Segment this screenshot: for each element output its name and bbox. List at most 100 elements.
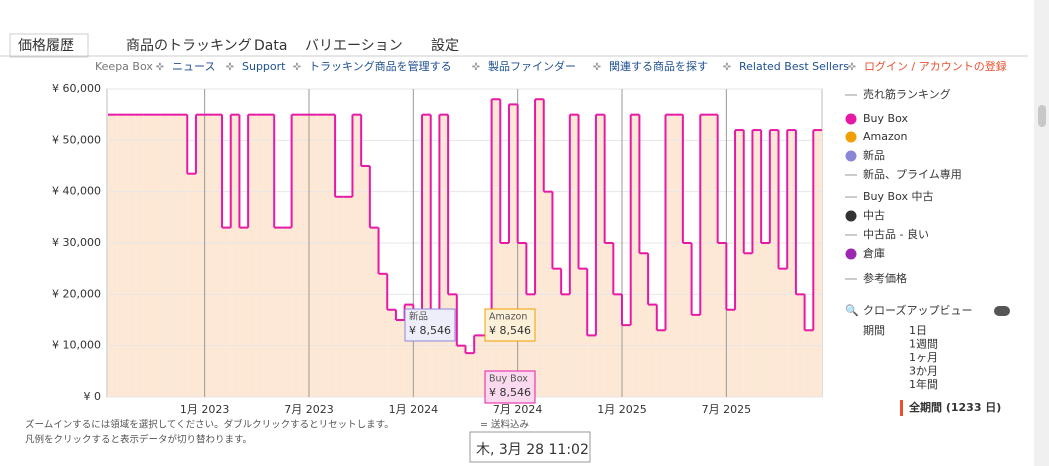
period-option[interactable]: 1年間: [909, 377, 938, 391]
period-option[interactable]: 全期間 (1233 日): [908, 400, 1001, 414]
area-segment: [413, 325, 423, 397]
area-segment: [639, 253, 649, 397]
tab[interactable]: 価格履歴: [18, 38, 74, 54]
area-segment: [161, 114, 170, 398]
legend-label[interactable]: Amazon: [863, 130, 907, 143]
price-tooltip-label: 新品: [409, 311, 428, 323]
area-segment: [813, 130, 822, 398]
nav-link[interactable]: トラッキング商品を管理する: [309, 59, 452, 73]
nav-separator: ✜: [848, 62, 856, 73]
closeup-toggle[interactable]: [994, 306, 1010, 316]
area-segment: [552, 268, 562, 397]
legend-dot: [845, 150, 857, 162]
period-option[interactable]: 1日: [909, 324, 927, 337]
x-tick-label: 7月 2025: [702, 403, 752, 416]
legend-label[interactable]: 倉庫: [863, 246, 885, 260]
nav-link[interactable]: ニュース: [172, 60, 215, 73]
area-segment: [126, 114, 136, 398]
nav-link[interactable]: ログイン / アカウントの登録: [864, 59, 1007, 73]
active-tab-box: [9, 33, 89, 58]
nav-link[interactable]: Related Best Sellers: [739, 60, 849, 73]
y-tick-label: ¥ 30,000: [52, 236, 101, 249]
nav-link[interactable]: Keepa Box: [95, 60, 153, 73]
area-segment: [395, 320, 405, 397]
legend-label[interactable]: Buy Box: [863, 112, 908, 125]
nav-link[interactable]: 製品ファインダー: [488, 59, 576, 73]
nav-link[interactable]: 関連する商品を探す: [609, 59, 708, 73]
period-label: 期間: [863, 324, 885, 337]
legend-dot: [845, 113, 857, 125]
scrollbar: [1034, 0, 1049, 466]
area-segment: [778, 268, 788, 397]
price-tooltip-value: ¥ 8,546: [489, 386, 531, 399]
area-segment: [213, 114, 223, 398]
price-tooltip-box: [484, 308, 536, 342]
date-tooltip: 木, 3月 28 11:02: [476, 442, 589, 458]
legend-label[interactable]: 参考価格: [863, 271, 907, 285]
x-tick-label: 1月 2025: [597, 403, 647, 416]
area-segment: [717, 243, 727, 397]
area-segment: [369, 227, 379, 397]
legend-label[interactable]: Buy Box 中古: [863, 190, 933, 203]
period-active-bar: [900, 400, 903, 416]
area-segment: [152, 114, 162, 398]
x-tick-label: 1月 2024: [389, 403, 439, 416]
area-segment: [422, 114, 431, 398]
legend-label[interactable]: 中古品 - 良い: [863, 227, 929, 241]
legend-label[interactable]: 中古: [863, 209, 885, 222]
tab[interactable]: 商品のトラッキング: [126, 38, 252, 54]
nav-separator: ✜: [593, 62, 601, 73]
legend-label[interactable]: 売れ筋ランキング: [863, 87, 951, 101]
price-tooltip-box: [484, 370, 536, 404]
period-option[interactable]: 1ヶ月: [909, 351, 938, 364]
legend-label[interactable]: 新品: [863, 148, 885, 162]
area-segment: [230, 114, 240, 398]
area-segment: [648, 304, 657, 397]
scrollbar-thumb[interactable]: [1038, 105, 1046, 127]
nav-link[interactable]: Support: [242, 60, 286, 73]
area-segment: [222, 227, 231, 397]
x-tick-label: 7月 2024: [493, 403, 543, 416]
nav-separator: ✜: [293, 62, 301, 73]
y-tick-label: ¥ 60,000: [52, 82, 101, 95]
area-segment: [282, 227, 292, 397]
area-segment: [439, 114, 449, 398]
area-segment: [256, 114, 266, 398]
area-segment: [587, 335, 596, 397]
area-segment: [743, 253, 753, 397]
price-tooltip-value: ¥ 8,546: [409, 324, 451, 337]
area-segment: [317, 114, 327, 398]
area-segment: [735, 130, 744, 398]
area-segment: [708, 114, 718, 398]
area-segment: [622, 325, 631, 397]
area-segment: [178, 114, 188, 398]
area-segment: [378, 273, 388, 397]
area-segment: [343, 196, 353, 397]
area-segment: [387, 309, 396, 397]
period-option[interactable]: 1週間: [909, 338, 938, 351]
tab[interactable]: 設定: [431, 38, 459, 54]
area-segment: [656, 330, 666, 397]
area-segment: [404, 304, 414, 397]
period-option[interactable]: 3か月: [909, 365, 938, 378]
area-segment: [474, 335, 483, 397]
area-segment: [787, 130, 796, 398]
area-segment: [752, 130, 762, 398]
tab[interactable]: バリエーション: [305, 38, 403, 54]
area-segment: [335, 196, 344, 397]
y-tick-label: ¥ 0: [84, 390, 102, 403]
area-segment: [195, 114, 205, 398]
area-segment: [595, 114, 605, 398]
area-segment: [108, 114, 118, 398]
closeup-label[interactable]: クローズアップビュー: [863, 303, 972, 317]
y-tick-label: ¥ 10,000: [52, 339, 101, 352]
legend-label[interactable]: 新品、プライム専用: [863, 167, 962, 181]
legend-dot: [845, 131, 857, 143]
area-segment: [726, 309, 736, 397]
area-segment: [569, 114, 579, 398]
area-segment: [117, 114, 127, 398]
area-segment: [508, 104, 518, 398]
area-segment: [578, 268, 588, 397]
tab[interactable]: Data: [254, 38, 287, 54]
area-segment: [291, 114, 301, 398]
